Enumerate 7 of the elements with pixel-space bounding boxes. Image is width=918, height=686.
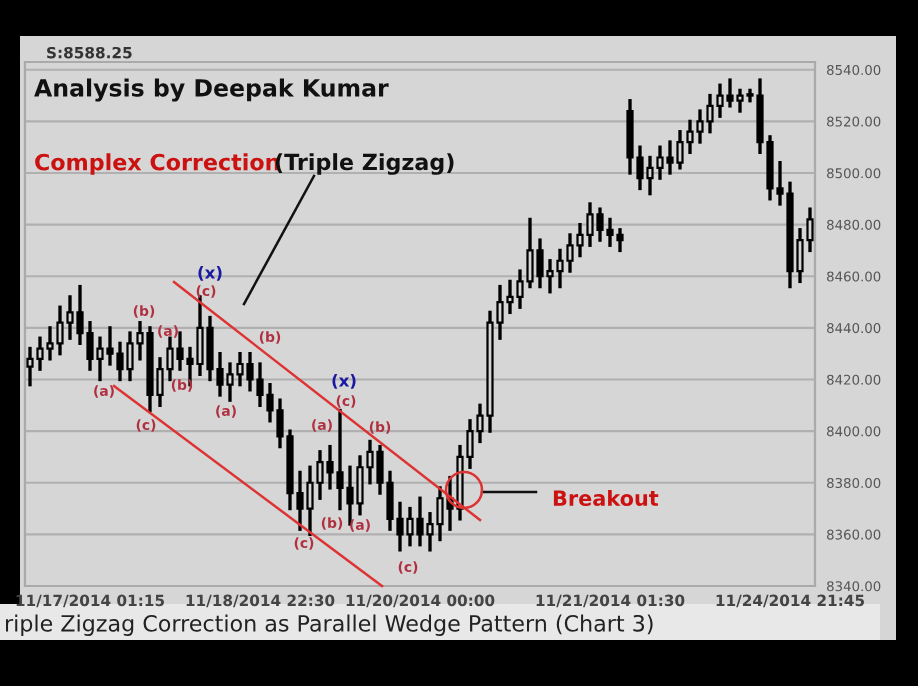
annotation: (x): [332, 373, 356, 389]
annotation: (x): [198, 265, 222, 281]
annotation: Breakout: [553, 489, 659, 507]
text: Analysis by Deepak Kumar: [34, 78, 389, 102]
text: riple Zigzag Correction as Parallel Wedge Pattern (Chart 3): [6, 614, 653, 636]
annotation: (Triple Zigzag): [275, 153, 454, 175]
annotation: Complex Correction: [35, 153, 279, 175]
